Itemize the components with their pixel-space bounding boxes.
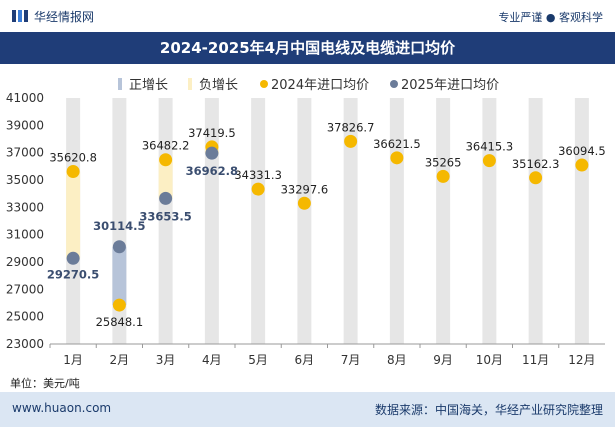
x-tick-label: 3月 bbox=[156, 353, 176, 367]
data-label-2024: 34331.3 bbox=[234, 168, 282, 182]
y-tick-label: 37000 bbox=[6, 146, 44, 160]
column-bg bbox=[482, 98, 497, 344]
legend-label-1: 负增长 bbox=[199, 78, 238, 93]
data-label-2024: 25848.1 bbox=[96, 315, 144, 329]
point-2024 bbox=[344, 134, 358, 148]
legend-swatch-0 bbox=[118, 78, 122, 90]
legend-label-3: 2025年进口均价 bbox=[401, 78, 499, 93]
point-2024 bbox=[159, 153, 173, 167]
column-bg bbox=[389, 98, 404, 344]
x-tick-label: 4月 bbox=[202, 353, 222, 367]
column-bg bbox=[436, 98, 451, 344]
column-bg bbox=[528, 98, 543, 344]
x-tick-label: 10月 bbox=[476, 353, 503, 367]
point-2024 bbox=[112, 298, 126, 312]
point-2025 bbox=[205, 146, 219, 160]
point-2024 bbox=[529, 171, 543, 185]
y-tick-label: 31000 bbox=[6, 228, 44, 242]
data-label-2024: 35265 bbox=[425, 155, 462, 169]
legend-marker-2 bbox=[260, 80, 268, 88]
point-2024 bbox=[251, 182, 265, 196]
tagline: 专业严谨 ● 客观科学 bbox=[498, 11, 603, 24]
increase-bar bbox=[112, 246, 127, 306]
data-label-2024: 37419.5 bbox=[188, 126, 236, 140]
data-label-2024: 37826.7 bbox=[327, 120, 375, 134]
point-2025 bbox=[66, 251, 80, 265]
legend-label-2: 2024年进口均价 bbox=[271, 78, 369, 93]
x-tick-label: 8月 bbox=[387, 353, 407, 367]
legend-swatch-1 bbox=[188, 78, 192, 90]
data-label-2024: 36621.5 bbox=[373, 137, 421, 151]
y-tick-label: 29000 bbox=[6, 255, 44, 269]
point-2025 bbox=[112, 240, 126, 254]
decrease-bar bbox=[158, 159, 173, 199]
site-url: www.huaon.com bbox=[12, 401, 112, 415]
column-bg bbox=[251, 98, 266, 344]
x-tick-label: 9月 bbox=[433, 353, 453, 367]
data-label-2025: 29270.5 bbox=[47, 267, 99, 281]
data-label-2024: 36482.2 bbox=[142, 139, 190, 153]
legend-label-0: 正增长 bbox=[129, 78, 168, 93]
footer-bar bbox=[0, 392, 615, 427]
data-label-2025: 33653.5 bbox=[139, 209, 191, 223]
data-label-2025: 36962.8 bbox=[186, 164, 238, 178]
title-bar bbox=[0, 32, 615, 64]
point-2025 bbox=[159, 191, 173, 205]
logo-text: 华经情报网 bbox=[34, 10, 95, 24]
x-tick-label: 7月 bbox=[341, 353, 361, 367]
x-tick-label: 6月 bbox=[295, 353, 315, 367]
point-2024 bbox=[297, 196, 311, 210]
top-bar: 华经情报网 专业严谨 ● 客观科学 bbox=[0, 0, 615, 32]
y-tick-label: 35000 bbox=[6, 173, 44, 187]
logo-icon bbox=[12, 10, 28, 22]
y-tick-label: 41000 bbox=[6, 91, 44, 105]
data-label-2024: 35162.3 bbox=[512, 157, 560, 171]
y-tick-label: 25000 bbox=[6, 310, 44, 324]
data-label-2024: 33297.6 bbox=[281, 182, 329, 196]
data-source: 数据来源：中国海关，华经产业研究院整理 bbox=[374, 403, 603, 417]
data-label-2024: 36415.3 bbox=[466, 140, 514, 154]
decrease-bar bbox=[66, 171, 81, 259]
y-tick-label: 33000 bbox=[6, 200, 44, 214]
data-label-2024: 35620.8 bbox=[49, 151, 97, 165]
point-2024 bbox=[66, 165, 80, 179]
x-tick-label: 12月 bbox=[568, 353, 595, 367]
data-label-2024: 36094.5 bbox=[558, 144, 606, 158]
column-bg bbox=[343, 98, 358, 344]
y-tick-label: 27000 bbox=[6, 282, 44, 296]
point-2024 bbox=[482, 154, 496, 168]
data-label-2025: 30114.5 bbox=[93, 219, 145, 233]
unit-label: 单位：美元/吨 bbox=[10, 377, 80, 390]
x-tick-label: 11月 bbox=[522, 353, 549, 367]
point-2024 bbox=[575, 158, 589, 172]
y-tick-label: 23000 bbox=[6, 337, 44, 351]
chart-title: 2024-2025年4月中国电线及电缆进口均价 bbox=[159, 39, 456, 57]
x-tick-label: 5月 bbox=[248, 353, 268, 367]
column-bg bbox=[574, 98, 589, 344]
x-tick-label: 2月 bbox=[110, 353, 130, 367]
chart: 正增长 负增长 2024年进口均价 2025年进口均价2300025000270002… bbox=[6, 78, 606, 367]
y-tick-label: 39000 bbox=[6, 118, 44, 132]
legend-marker-3 bbox=[390, 80, 398, 88]
x-tick-label: 1月 bbox=[63, 353, 83, 367]
column-bg bbox=[297, 98, 312, 344]
column-bg bbox=[204, 98, 219, 344]
point-2024 bbox=[390, 151, 404, 165]
point-2024 bbox=[436, 169, 450, 183]
